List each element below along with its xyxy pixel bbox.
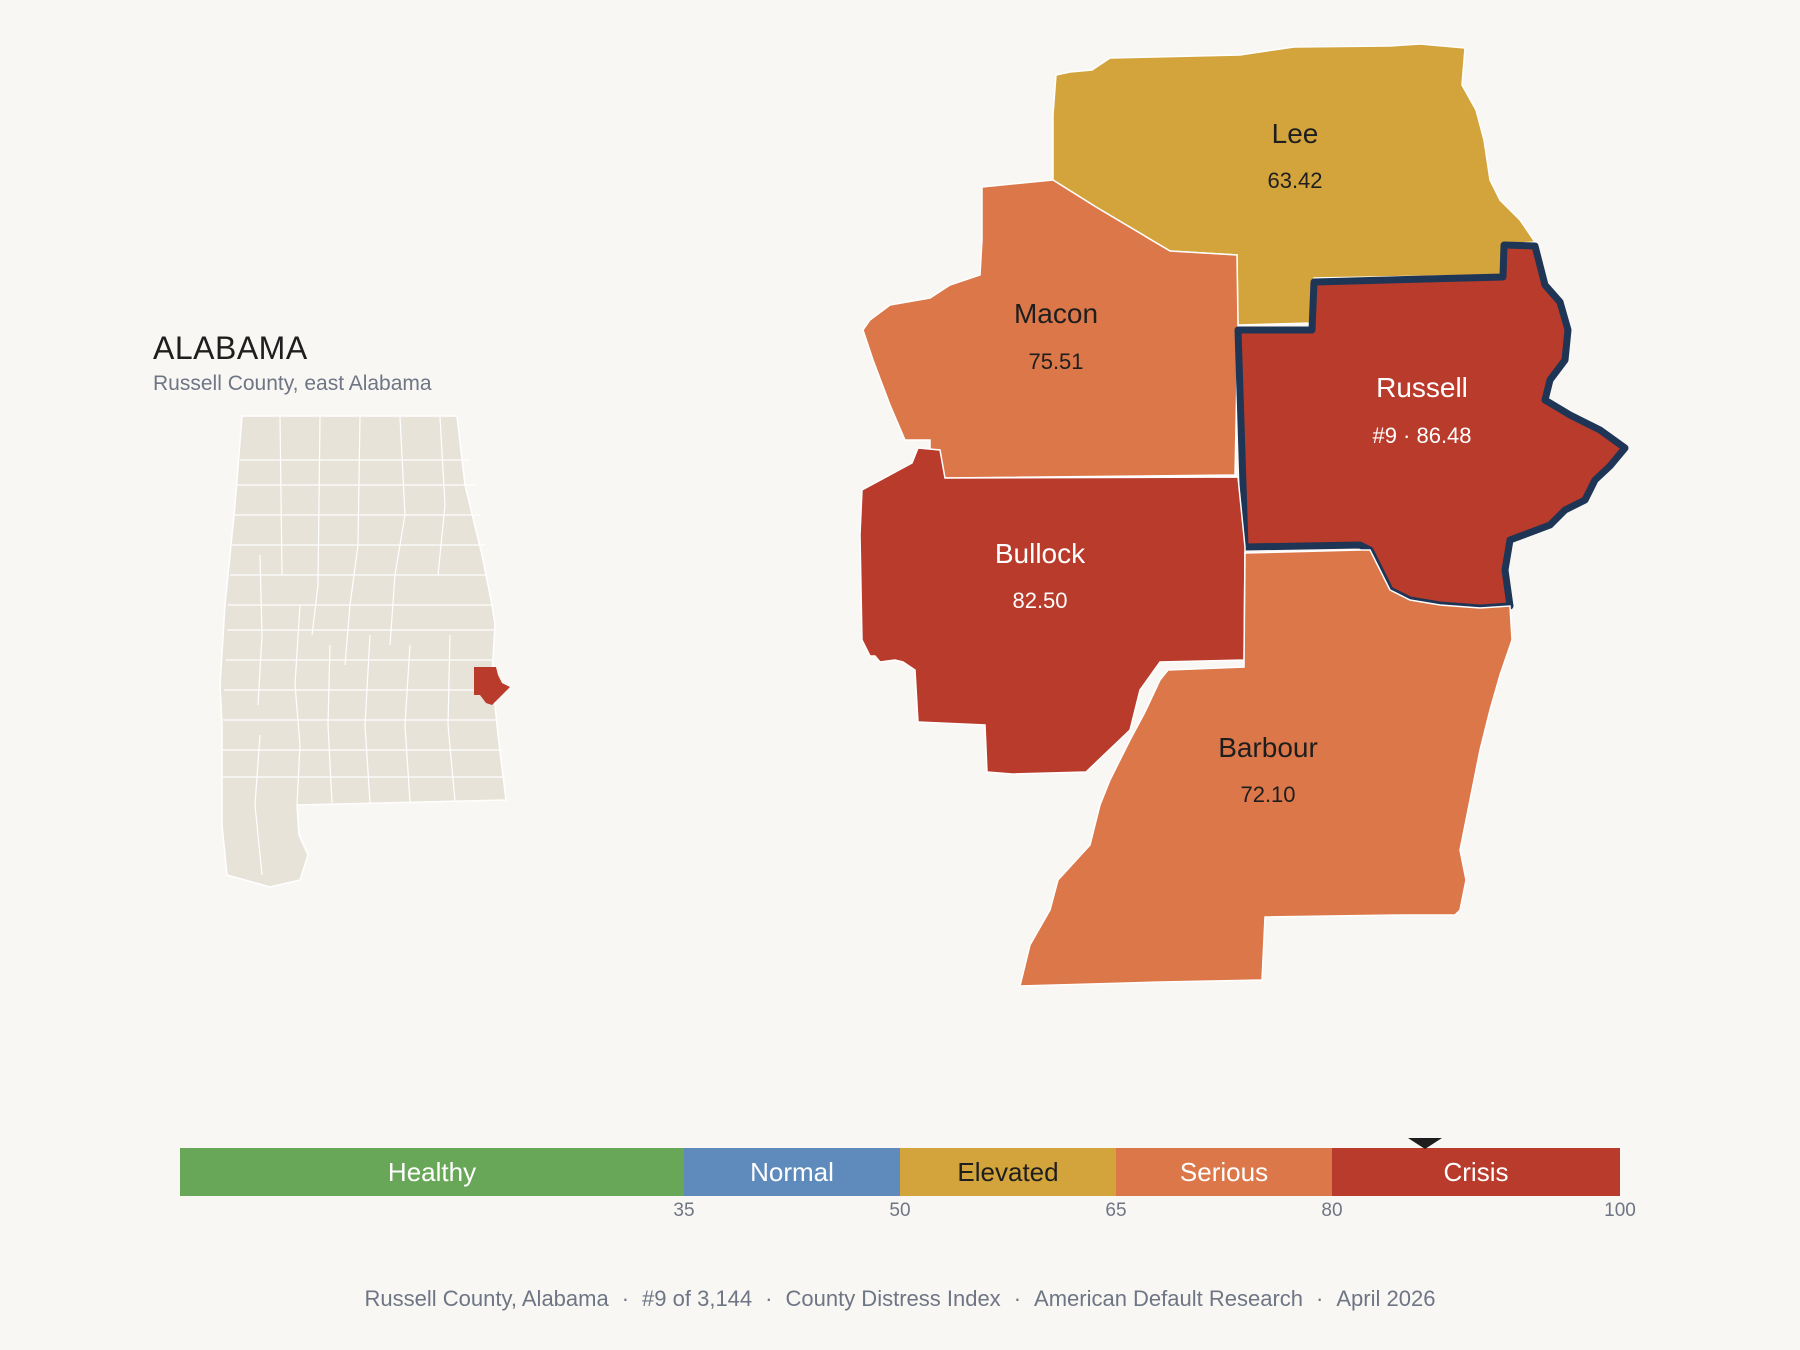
county-label-bullock: Bullock [995, 538, 1086, 569]
county-value-macon: 75.51 [1028, 349, 1083, 374]
alabama-inset-map [219, 415, 510, 888]
footer-item-source: American Default Research [1034, 1286, 1304, 1311]
county-value-russell: #9 · 86.48 [1372, 423, 1471, 448]
county-value-barbour: 72.10 [1240, 782, 1295, 807]
alabama-state-shape [219, 415, 507, 888]
county-map: Lee 63.42 Macon 75.51 Russell #9 · 86.48… [859, 43, 1629, 987]
county-macon [862, 179, 1239, 479]
scale-tick-label: 65 [1105, 1200, 1127, 1221]
county-label-russell: Russell [1376, 372, 1468, 403]
footer-item-date: April 2026 [1336, 1286, 1436, 1311]
footer-item-rank: #9 of 3,144 [642, 1286, 753, 1311]
footer-item-index: County Distress Index [785, 1286, 1001, 1311]
scale-marker-icon [1408, 1138, 1443, 1149]
scale-segment-normal: Normal [684, 1148, 900, 1196]
footer-item-county: Russell County, Alabama [364, 1286, 609, 1311]
scale-segment-elevated: Elevated [900, 1148, 1116, 1196]
state-subtitle: Russell County, east Alabama [153, 372, 432, 395]
county-label-lee: Lee [1272, 118, 1319, 149]
scale-tick-label: 80 [1321, 1200, 1343, 1221]
russell-county-inset [474, 667, 510, 705]
scale-tick-label: 100 [1604, 1200, 1636, 1221]
county-label-macon: Macon [1014, 298, 1098, 329]
distress-scale-bar: Healthy Normal Elevated Serious Crisis [180, 1148, 1620, 1196]
state-title: ALABAMA [153, 330, 308, 366]
county-barbour [1019, 549, 1513, 987]
county-value-lee: 63.42 [1267, 168, 1322, 193]
county-value-bullock: 82.50 [1012, 588, 1067, 613]
footer: Russell County, Alabama · #9 of 3,144 · Coun… [364, 1286, 1436, 1311]
scale-tick-label: 35 [673, 1200, 695, 1221]
scale-segment-healthy: Healthy [180, 1148, 684, 1196]
scale-tick-label: 50 [889, 1200, 911, 1221]
alabama-county-lines [222, 416, 505, 876]
county-label-barbour: Barbour [1218, 732, 1318, 763]
scale-segment-serious: Serious [1116, 1148, 1332, 1196]
scale-segment-crisis: Crisis [1332, 1148, 1620, 1196]
county-bullock [859, 447, 1246, 775]
